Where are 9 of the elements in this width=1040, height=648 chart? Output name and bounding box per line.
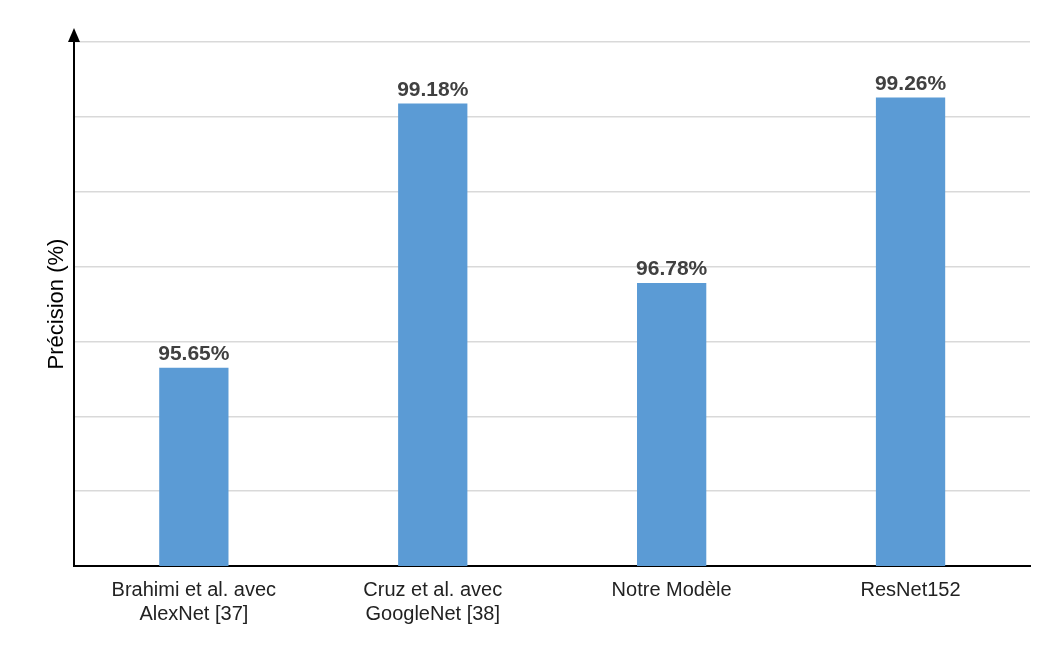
data-label: 95.65% [158, 340, 230, 364]
x-tick-label: ResNet152 [860, 577, 961, 600]
data-label: 96.78% [636, 256, 708, 280]
y-axis-title: Précision (%) [43, 238, 69, 370]
x-tick-label: Notre Modèle [611, 577, 732, 600]
data-label: 99.18% [397, 76, 469, 100]
data-label: 99.26% [874, 70, 947, 94]
x-tick-label: Brahimi et al. avec AlexNet [37] [111, 577, 277, 624]
x-tick-label: Cruz et al. avec GoogleNet [38] [363, 577, 503, 624]
